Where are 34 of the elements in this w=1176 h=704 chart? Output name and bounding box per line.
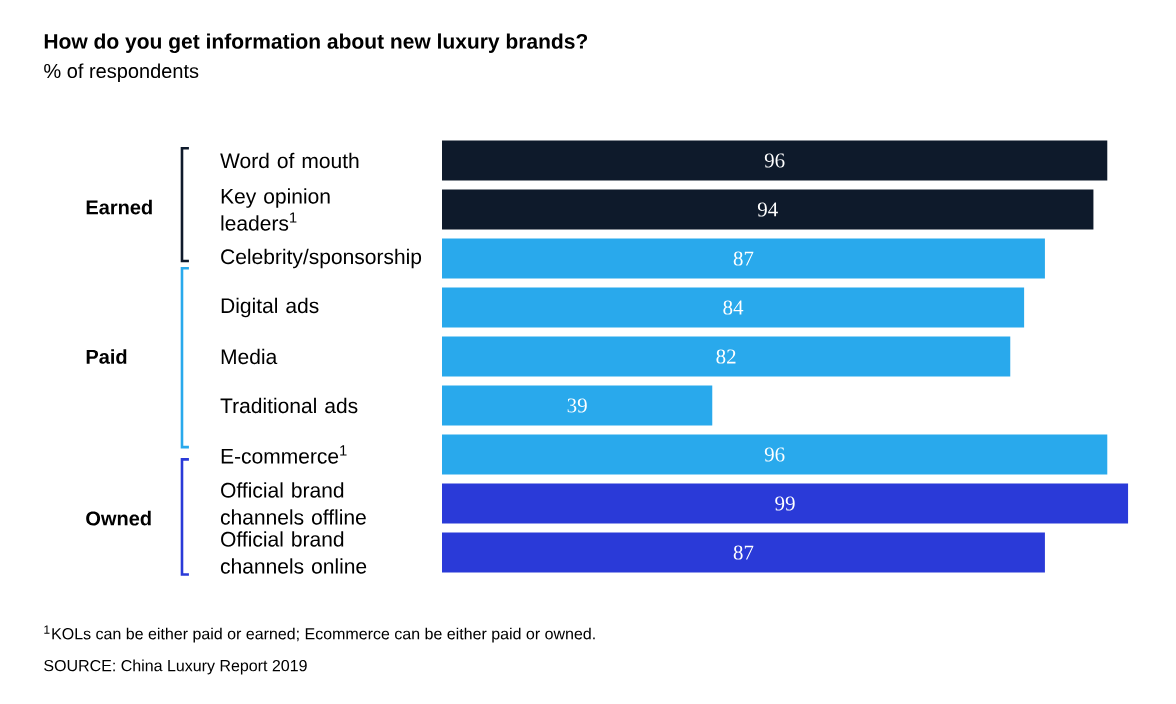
y-tick-label: E-commerce$^{1}$ [221,445,347,464]
y-tick-label: Key opinion leaders$^{1}$ [221,188,330,231]
data-label: 99 [775,496,795,511]
data-label: 87 [733,545,754,560]
chart-title: How do you get information about new luxury brands? [44,33,588,54]
bar [442,140,1108,181]
data-label: 39 [567,398,587,413]
data-label: 84 [723,300,744,315]
data-label: 96 [764,153,785,168]
y-tick-label: Word of mouth [220,152,359,169]
bar [442,434,1108,475]
source-note: SOURCE: China Luxury Report 2019 [44,659,307,675]
bar [442,483,1129,524]
text: Earned [86,199,152,215]
y-tick-label: Digital ads [221,297,319,318]
bar [442,238,1045,279]
text: % of respondents [44,63,199,83]
bar [442,189,1094,230]
data-label: 87 [733,251,754,266]
bar [442,532,1045,573]
bar [442,336,1011,377]
y-tick-label: Official brand channels online [220,531,367,574]
y-tick-label: Media [221,348,278,365]
text: Paid [86,349,127,364]
text: $^{1}$KOLs can be either paid or earned; Ecommerce can be either paid or owned. [44,625,595,643]
bar [442,287,1025,328]
y-tick-label: Traditional ads [220,397,358,414]
y-tick-label: Celebrity/sponsorship [221,248,422,269]
text: Owned [86,510,151,526]
data-label: 82 [716,349,736,364]
y-tick-label: Official brand channels offline [220,482,366,525]
data-label: 94 [757,202,778,217]
bar [442,385,713,426]
data-label: 96 [764,447,785,462]
